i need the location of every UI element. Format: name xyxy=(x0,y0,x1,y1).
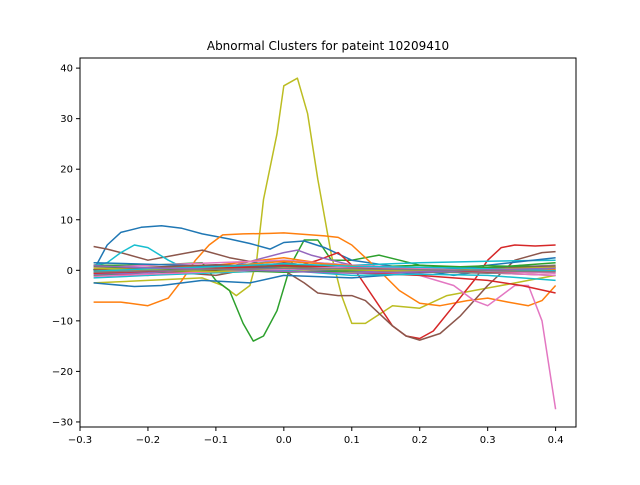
chart-title: Abnormal Clusters for pateint 10209410 xyxy=(207,39,449,53)
y-tick-label: −20 xyxy=(52,367,73,378)
y-tick-label: 40 xyxy=(60,64,73,75)
series-line-4 xyxy=(93,232,557,307)
plot-frame xyxy=(79,57,577,428)
y-tick-label: 10 xyxy=(60,215,73,226)
y-tick-label: 30 xyxy=(60,114,73,125)
x-tick-label: 0.4 xyxy=(548,435,564,446)
series-layer xyxy=(92,77,557,410)
y-tick-label: 0 xyxy=(67,266,73,277)
x-tick-label: 0.0 xyxy=(276,435,292,446)
series-line-30 xyxy=(93,267,556,274)
series-line-1 xyxy=(93,77,556,325)
y-tick-label: 20 xyxy=(60,165,73,176)
series-line-6 xyxy=(93,245,556,341)
y-tick-label: −10 xyxy=(52,316,73,327)
x-tick-label: 0.2 xyxy=(412,435,428,446)
x-tick-label: −0.3 xyxy=(68,435,92,446)
x-tick-label: 0.3 xyxy=(480,435,496,446)
x-tick-label: −0.1 xyxy=(204,435,228,446)
x-axis: −0.3 −0.2 −0.1 0.0 0.1 0.2 0.3 0.4 xyxy=(68,427,564,446)
series-line-2 xyxy=(93,239,556,342)
y-tick-label: −30 xyxy=(52,417,73,428)
x-tick-label: 0.1 xyxy=(344,435,360,446)
x-tick-label: −0.2 xyxy=(136,435,160,446)
y-axis: −30 −20 −10 0 10 20 30 40 xyxy=(52,64,80,428)
